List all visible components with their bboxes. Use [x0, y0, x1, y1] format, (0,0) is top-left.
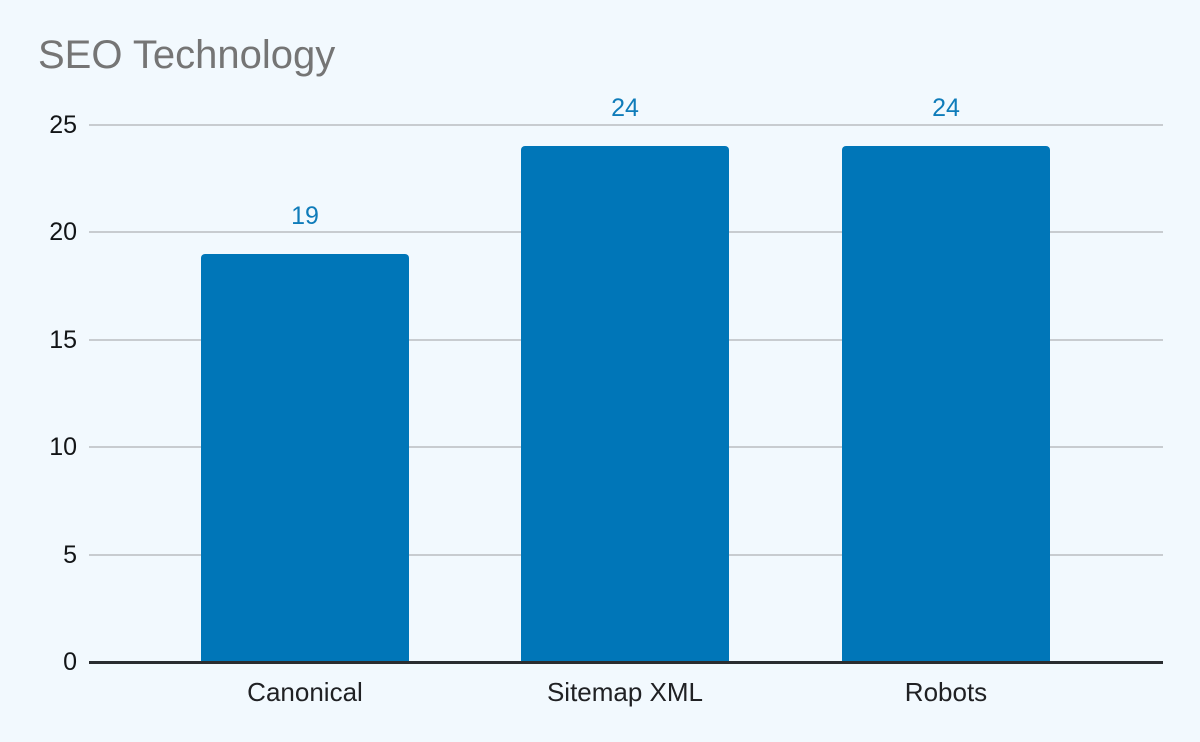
bar-robots[interactable] [842, 146, 1050, 662]
x-axis-category-label: Sitemap XML [546, 677, 704, 707]
y-axis-tick-label: 25 [49, 111, 77, 139]
bar-value-label: 24 [932, 94, 960, 122]
y-axis-tick-label: 0 [63, 648, 77, 676]
bar-sitemap-xml[interactable] [521, 146, 729, 662]
chart-title: SEO Technology [38, 33, 336, 77]
x-axis-category-label: Canonical [247, 677, 363, 707]
bar-canonical[interactable] [201, 254, 409, 662]
y-axis-tick-label: 5 [63, 541, 77, 569]
bar-value-label: 24 [611, 94, 639, 122]
x-axis-line [89, 661, 1163, 664]
y-axis-tick-label: 20 [49, 218, 77, 246]
x-axis-category-label: Robots [904, 677, 988, 707]
y-axis-tick-label: 15 [49, 326, 77, 354]
y-axis-tick-label: 10 [49, 433, 77, 461]
y-gridline [89, 124, 1163, 126]
bar-value-label: 19 [291, 202, 319, 230]
